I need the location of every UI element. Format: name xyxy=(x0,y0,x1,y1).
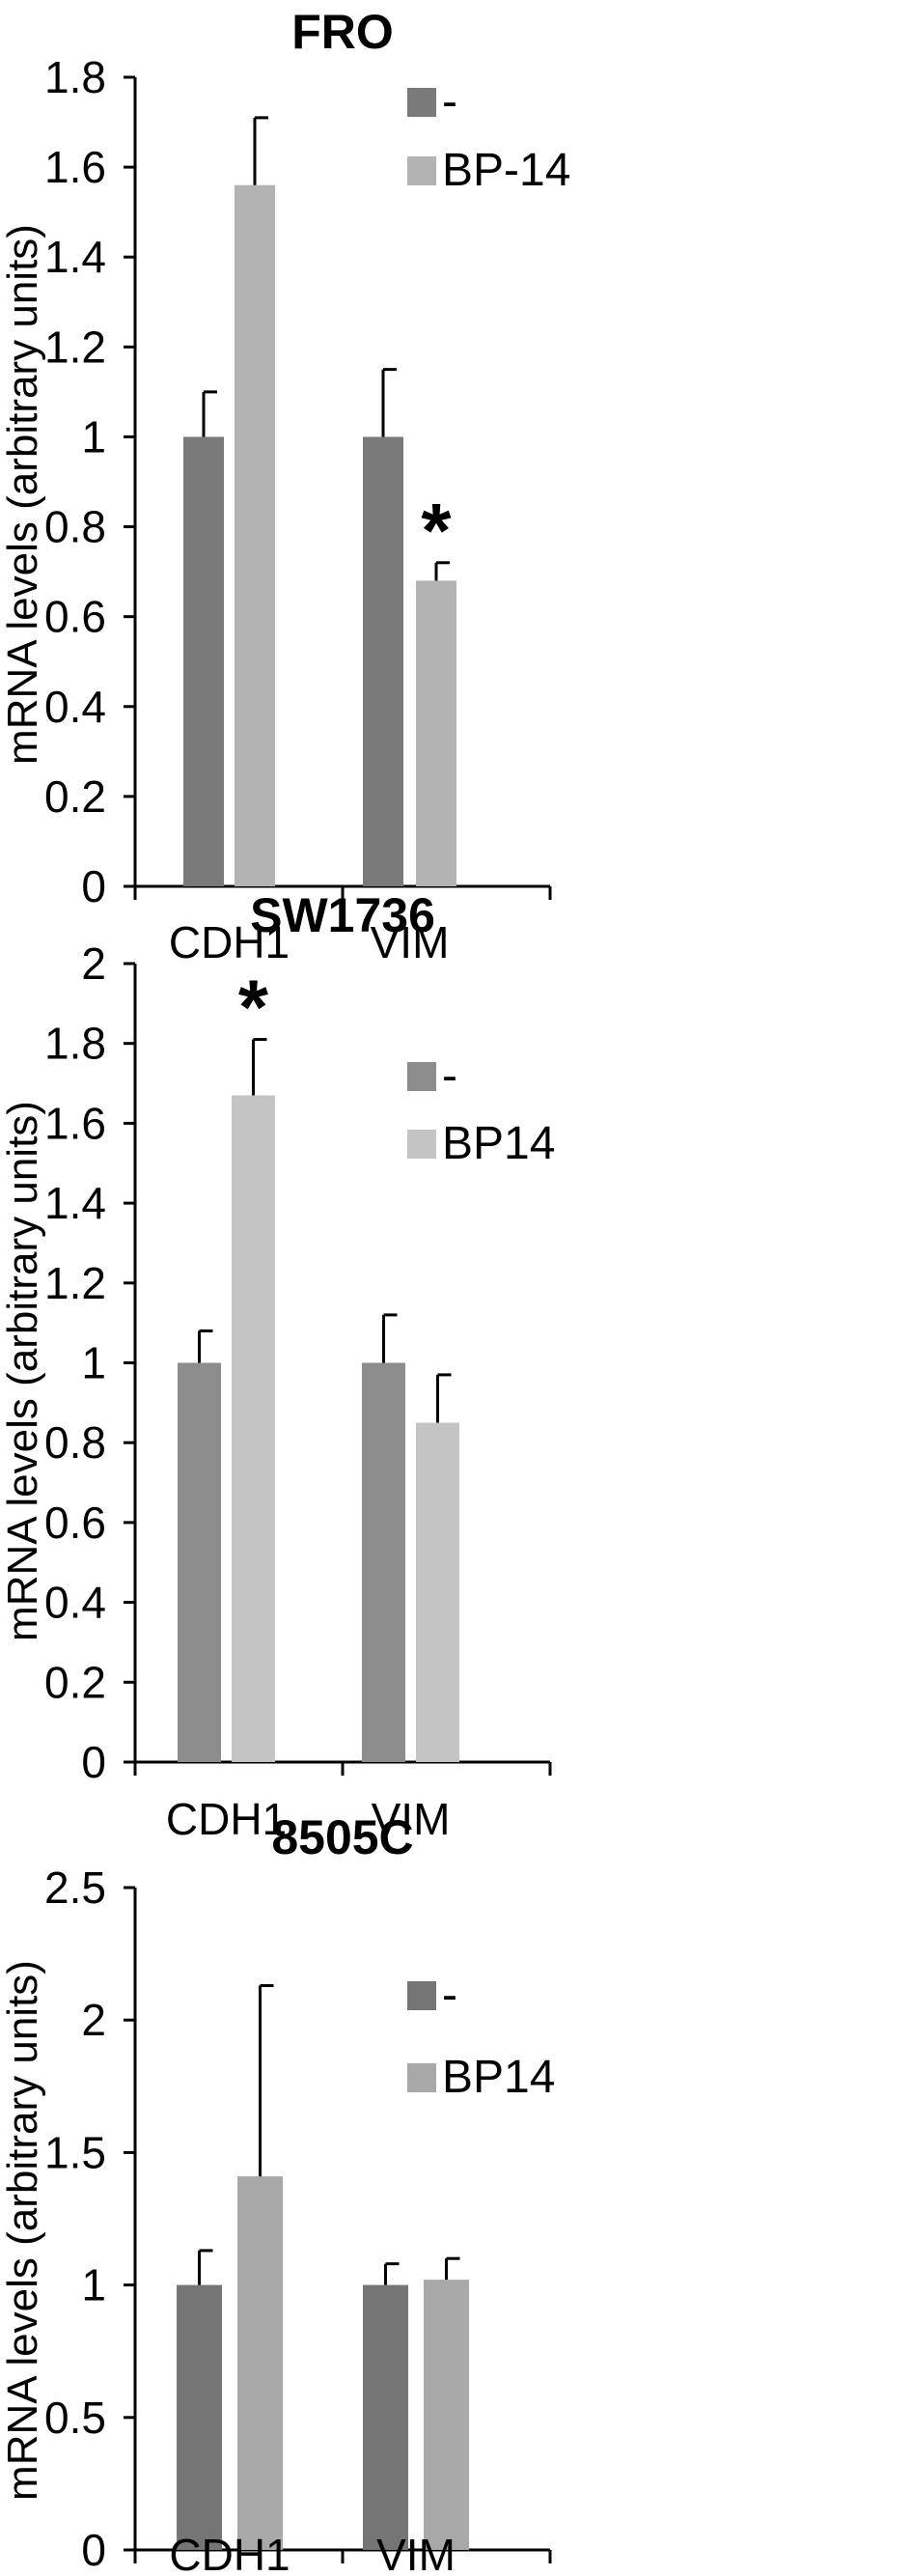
bar-vim-control xyxy=(363,436,403,886)
bar-cdh1-control xyxy=(178,1362,221,1762)
chart-title: FRO xyxy=(291,5,394,59)
bar-vim-control xyxy=(363,2284,408,2550)
y-tick-label: 1.5 xyxy=(44,2127,106,2177)
x-category-label: VIM xyxy=(372,1794,451,1844)
legend-swatch xyxy=(407,88,436,117)
legend-swatch xyxy=(407,1981,436,2010)
y-tick-label: 1 xyxy=(81,411,106,462)
bar-cdh1-treated xyxy=(237,2176,283,2550)
legend-swatch xyxy=(407,2063,436,2092)
legend-label: BP-14 xyxy=(442,145,570,196)
y-tick-label: 0 xyxy=(81,2525,106,2575)
bar-cdh1-control xyxy=(177,2284,222,2550)
y-tick-label: 0.8 xyxy=(44,1417,106,1468)
y-tick-label: 2 xyxy=(81,938,106,989)
y-tick-label: 1.6 xyxy=(44,142,106,192)
legend-swatch xyxy=(407,1130,436,1159)
x-category-label: VIM xyxy=(371,917,450,967)
y-tick-label: 1.8 xyxy=(44,52,106,102)
y-tick-label: 2.5 xyxy=(44,1862,106,1913)
legend-label: - xyxy=(442,1970,457,2021)
chart-title: 8505C xyxy=(271,1810,413,1864)
bar-cdh1-treated xyxy=(232,1095,275,1762)
legend-label: BP14 xyxy=(442,1118,555,1169)
y-axis-label: mRNA levels (arbitrary units) xyxy=(0,224,46,765)
bar-vim-treated xyxy=(424,2280,469,2550)
y-tick-label: 1.2 xyxy=(44,1258,106,1308)
bar-vim-control xyxy=(362,1362,405,1762)
y-tick-label: 0.6 xyxy=(44,1498,106,1548)
legend-swatch xyxy=(407,1062,436,1091)
y-tick-label: 2 xyxy=(81,1995,106,2045)
y-tick-label: 0.6 xyxy=(44,592,106,642)
bar-cdh1-control xyxy=(183,436,224,886)
legend-label: BP14 xyxy=(442,2052,555,2103)
y-tick-label: 1 xyxy=(81,1338,106,1388)
y-tick-label: 0 xyxy=(81,1737,106,1787)
y-tick-label: 0.4 xyxy=(44,682,106,732)
x-category-label: CDH1 xyxy=(169,917,290,967)
y-tick-label: 0.4 xyxy=(44,1578,106,1628)
legend-swatch xyxy=(407,156,436,185)
y-tick-label: 1.4 xyxy=(44,232,106,282)
chart-panel-2: SW1736 mRNA levels (arbitrary units) 0 0.2 0… xyxy=(0,888,555,1844)
chart-panel-3: 8505C mRNA levels (arbitrary units) 0 0.5 1 1… xyxy=(0,1810,555,2576)
legend-label: - xyxy=(442,76,457,127)
bar-vim-treated xyxy=(416,580,456,886)
y-tick-label: 1.6 xyxy=(44,1098,106,1148)
legend-label: - xyxy=(442,1050,457,1102)
x-category-label: CDH1 xyxy=(166,1794,287,1844)
y-tick-label: 0 xyxy=(81,861,106,911)
y-tick-label: 1.8 xyxy=(44,1019,106,1069)
y-tick-label: 1 xyxy=(81,2260,106,2310)
significance-asterisk: * xyxy=(421,488,452,574)
y-tick-label: 0.2 xyxy=(44,1657,106,1707)
y-tick-label: 0.2 xyxy=(44,771,106,822)
x-category-label: VIM xyxy=(376,2530,456,2576)
chart-title: SW1736 xyxy=(250,888,435,942)
y-tick-label: 1.2 xyxy=(44,322,106,372)
y-axis-label: mRNA levels (arbitrary units) xyxy=(0,1960,46,2501)
y-axis-label: mRNA levels (arbitrary units) xyxy=(0,1101,46,1641)
significance-asterisk: * xyxy=(238,965,269,1050)
y-tick-label: 0.8 xyxy=(44,502,106,552)
bar-vim-treated xyxy=(416,1422,459,1762)
chart-panel-1: FRO mRNA levels (arbitrary units) 0 0.2 0.4 0… xyxy=(0,5,570,967)
y-tick-label: 0.5 xyxy=(44,2393,106,2443)
x-category-label: CDH1 xyxy=(169,2530,290,2576)
bar-cdh1-treated xyxy=(235,184,275,886)
y-tick-label: 1.4 xyxy=(44,1178,106,1228)
